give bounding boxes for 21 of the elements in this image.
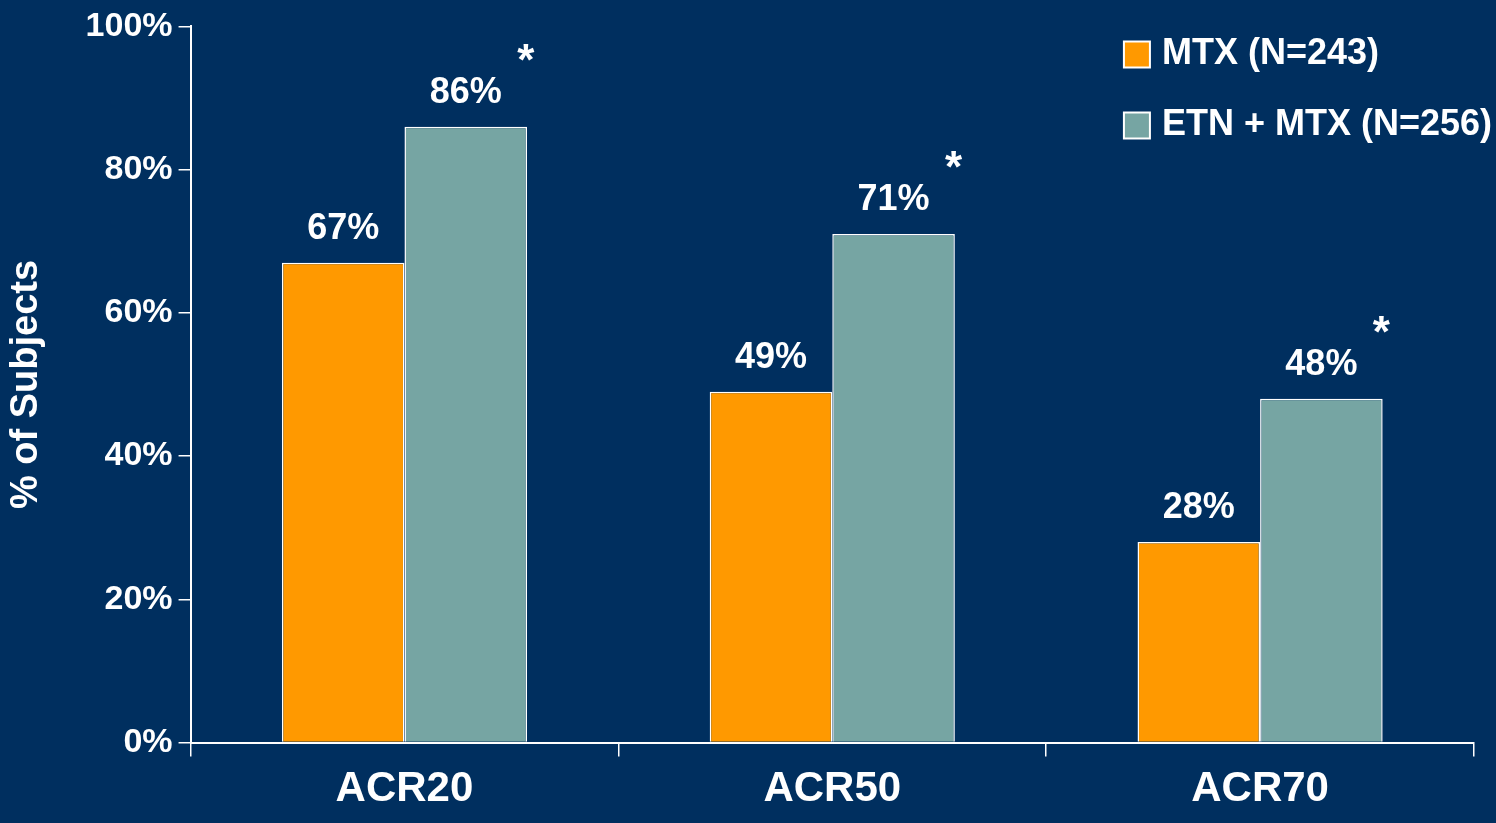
y-tick-label: 80% <box>104 148 173 187</box>
y-tick-label: 20% <box>104 577 173 616</box>
y-axis-title: % of Subjects <box>3 259 46 510</box>
annotation: * <box>945 142 963 192</box>
annotation: * <box>517 34 536 84</box>
data-label: 28% <box>1162 484 1235 526</box>
y-tick-label: 0% <box>123 720 173 759</box>
annotation: * <box>1372 306 1391 356</box>
legend-label: MTX (N=243) <box>1161 31 1379 73</box>
data-label: 49% <box>734 334 808 376</box>
x-tick-label: ACR70 <box>1191 763 1329 811</box>
legend-label: ETN + MTX (N=256) <box>1161 102 1493 144</box>
data-label: 71% <box>857 177 930 219</box>
data-label: 48% <box>1285 341 1358 383</box>
data-label: 86% <box>429 69 502 111</box>
data-label: 67% <box>307 205 380 247</box>
y-tick-label: 100% <box>85 4 173 43</box>
x-tick-label: ACR50 <box>763 763 902 811</box>
x-tick-label: ACR20 <box>335 763 474 811</box>
y-tick-label: 40% <box>104 434 173 473</box>
y-tick-label: 60% <box>104 291 173 330</box>
